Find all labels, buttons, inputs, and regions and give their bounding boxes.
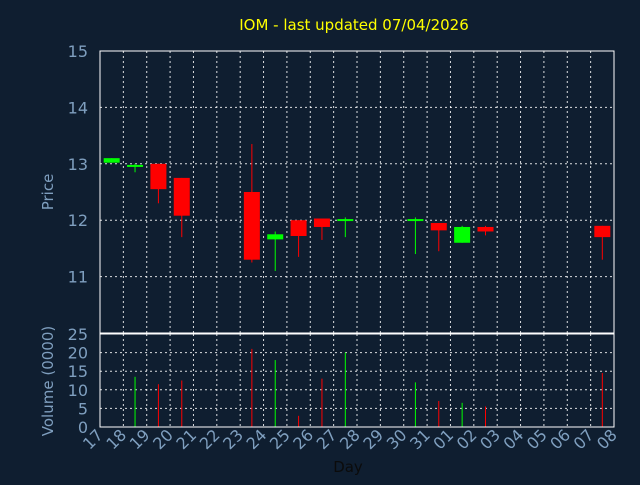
candle-31 bbox=[430, 223, 447, 252]
volume-tick-label: 15 bbox=[68, 362, 88, 381]
candle-25 bbox=[290, 220, 307, 257]
candle-30 bbox=[407, 217, 424, 255]
volume-series bbox=[134, 348, 603, 427]
candle-24 bbox=[267, 231, 284, 271]
volume-gridlines bbox=[100, 334, 614, 427]
candle-body bbox=[267, 234, 284, 240]
price-tick-label: 13 bbox=[68, 155, 88, 174]
candle-body bbox=[454, 226, 471, 243]
candle-27 bbox=[337, 217, 354, 238]
candle-02 bbox=[477, 225, 494, 236]
candle-body bbox=[407, 219, 424, 222]
candle-07 bbox=[594, 225, 611, 260]
chart-title: IOM - last updated 07/04/2026 bbox=[239, 16, 469, 34]
price-axis-label: Price bbox=[39, 174, 57, 211]
candle-body bbox=[173, 177, 190, 216]
candle-17 bbox=[103, 158, 120, 163]
candle-01 bbox=[454, 225, 471, 243]
candle-body bbox=[430, 223, 447, 231]
candle-26 bbox=[313, 218, 330, 240]
candle-body bbox=[243, 192, 260, 260]
volume-tick-label: 10 bbox=[68, 381, 88, 400]
price-tick-label: 14 bbox=[68, 98, 88, 117]
price-tick-label: 12 bbox=[68, 211, 88, 230]
candle-body bbox=[337, 219, 354, 222]
price-y-axis: 11 12 13 14 15 bbox=[68, 42, 88, 287]
candle-23 bbox=[243, 144, 260, 263]
volume-tick-label: 5 bbox=[78, 399, 88, 418]
day-x-axis: 1718192021222324252627282930310102030405… bbox=[79, 425, 621, 453]
candlestick-series bbox=[103, 144, 611, 271]
candle-19 bbox=[150, 163, 167, 204]
candle-body bbox=[594, 225, 611, 238]
price-tick-label: 11 bbox=[68, 268, 88, 287]
volume-tick-label: 20 bbox=[68, 344, 88, 363]
day-axis-label: Day bbox=[333, 458, 363, 476]
candle-18 bbox=[127, 163, 144, 173]
candle-body bbox=[127, 164, 144, 167]
price-gridlines bbox=[100, 50, 614, 333]
volume-plot-frame bbox=[99, 333, 615, 428]
candle-body bbox=[103, 158, 120, 163]
candle-body bbox=[477, 226, 494, 232]
candle-body bbox=[150, 163, 167, 190]
candle-body bbox=[290, 220, 307, 236]
price-tick-label: 15 bbox=[68, 42, 88, 61]
volume-tick-label: 0 bbox=[78, 418, 88, 437]
volume-tick-label: 25 bbox=[68, 325, 88, 344]
volume-axis-label: Volume (0000) bbox=[39, 326, 57, 436]
candle-body bbox=[313, 218, 330, 227]
price-plot-frame bbox=[99, 50, 615, 334]
candle-20 bbox=[173, 177, 190, 238]
